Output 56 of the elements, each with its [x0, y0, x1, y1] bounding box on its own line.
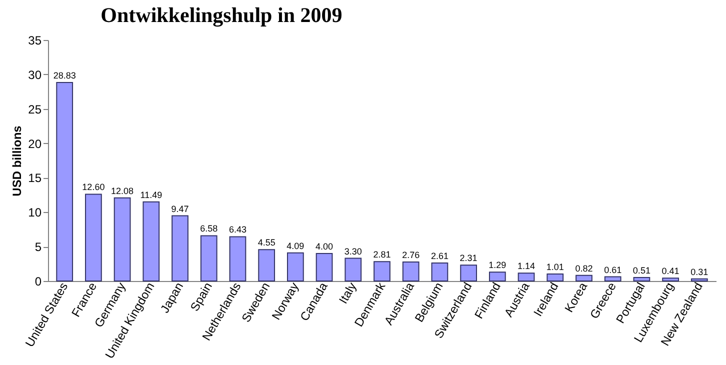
bar: [374, 261, 390, 282]
bar: [114, 197, 131, 282]
data-label: 12.08: [111, 186, 134, 196]
data-label: 12.60: [82, 182, 105, 192]
y-tick-label: 30: [28, 68, 42, 82]
bar: [546, 274, 564, 282]
data-label: 0.31: [690, 266, 708, 277]
y-tick-label: 5: [34, 240, 42, 254]
data-label: 0.51: [632, 265, 650, 276]
data-label: 1.29: [488, 260, 506, 270]
data-label: 1.14: [518, 261, 536, 272]
y-tick-label: 0: [34, 274, 42, 288]
data-label: 11.49: [140, 190, 162, 200]
data-label: 6.58: [200, 224, 218, 234]
bar: [172, 215, 188, 282]
data-label: 2.76: [402, 250, 420, 260]
data-label: 4.00: [316, 241, 334, 252]
bar: [633, 276, 650, 282]
bar: [662, 278, 679, 282]
bar: [142, 201, 160, 282]
bar: [402, 261, 420, 282]
data-label: 6.43: [228, 224, 246, 235]
bar: [690, 278, 708, 282]
y-axis-title: USD billions: [10, 125, 24, 196]
bar: [431, 262, 448, 282]
data-label: 2.61: [430, 251, 448, 262]
bar: [576, 274, 592, 282]
bar: [258, 249, 276, 282]
bar: [56, 82, 74, 282]
y-tick-label: 20: [28, 136, 42, 151]
chart-title: Ontwikkelingshulp in 2009: [100, 3, 342, 27]
data-label: 0.82: [575, 263, 593, 274]
bar: [518, 272, 535, 282]
bar: [344, 258, 362, 282]
data-label: 4.09: [286, 240, 304, 251]
bar: [316, 252, 333, 282]
bar: [488, 272, 506, 282]
y-tick-label: 10: [28, 206, 42, 220]
bar: [85, 194, 102, 282]
data-label: 0.61: [604, 264, 622, 275]
data-label: 28.83: [53, 70, 76, 80]
bar: [200, 235, 218, 282]
data-label: 1.01: [546, 262, 564, 272]
data-label: 3.30: [344, 246, 362, 256]
data-label: 2.31: [460, 253, 478, 264]
bar: [287, 252, 304, 282]
bar: [460, 264, 477, 282]
data-label: 9.47: [171, 204, 189, 214]
bar: [229, 236, 246, 282]
y-tick-label: 15: [28, 171, 42, 186]
bar: [604, 276, 622, 282]
y-tick-label: 25: [28, 102, 42, 116]
data-label: 0.41: [662, 266, 680, 276]
y-tick-label: 35: [28, 34, 42, 48]
data-label: 4.55: [258, 238, 276, 248]
data-label: 2.81: [373, 250, 391, 260]
